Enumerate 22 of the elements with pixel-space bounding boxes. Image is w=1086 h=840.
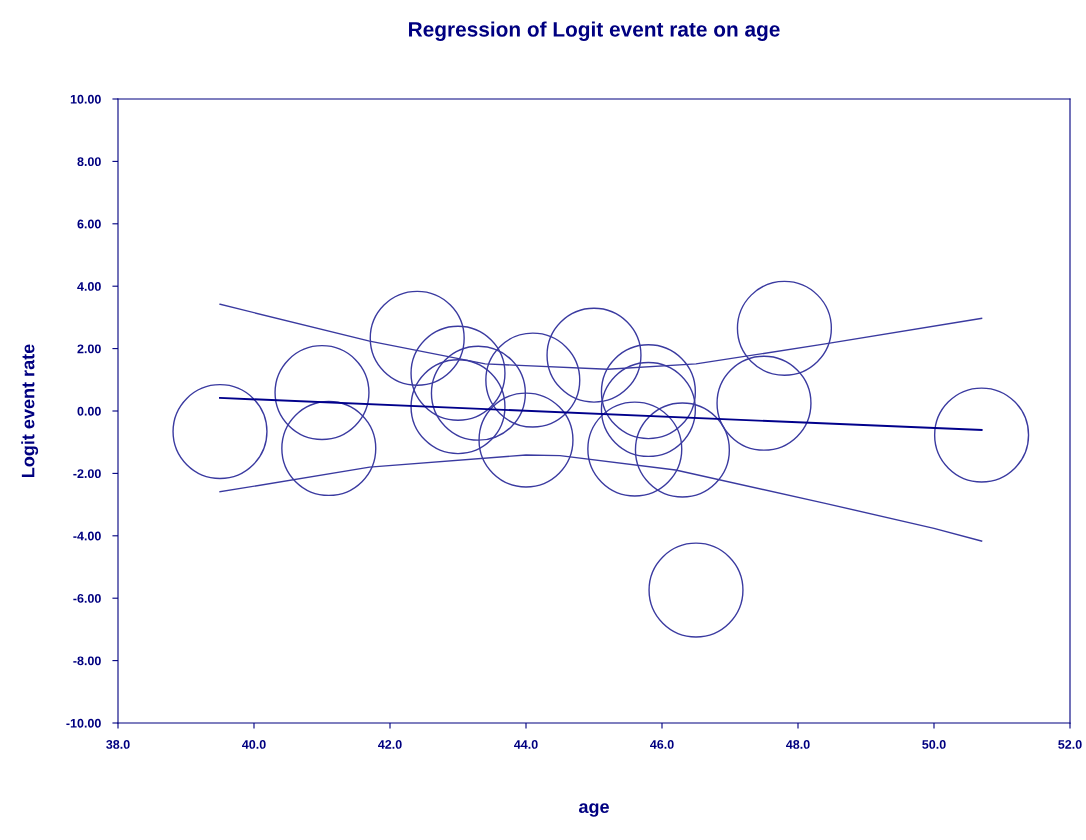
chart-title: Regression of Logit event rate on age: [409, 21, 780, 41]
y-tick-label: 0.00: [77, 406, 101, 416]
y-tick-label: 4.00: [77, 282, 101, 291]
x-axis-title: age: [578, 803, 609, 817]
y-tick-label: -6.00: [73, 594, 101, 603]
x-tick-label: 44.0: [514, 740, 538, 749]
y-tick-label: 8.00: [77, 157, 101, 167]
y-tick-label: -2.00: [73, 469, 101, 479]
x-tick-label: 52.0: [1058, 740, 1082, 749]
y-tick-label: -8.00: [73, 656, 101, 666]
y-axis-title: Logit event rate: [21, 344, 39, 478]
x-tick-label: 38.0: [106, 740, 130, 749]
y-tick-label: 10.00: [70, 94, 101, 104]
x-tick-label: 42.0: [378, 740, 402, 749]
x-tick-label: 48.0: [786, 740, 810, 749]
y-tick-label: -4.00: [73, 531, 101, 541]
y-tick-label: 2.00: [77, 344, 101, 354]
x-tick-label: 50.0: [922, 740, 946, 749]
y-tick-label: -10.00: [66, 718, 101, 728]
x-tick-label: 46.0: [650, 740, 674, 749]
y-tick-label: 6.00: [77, 219, 101, 229]
x-tick-label: 40.0: [242, 740, 266, 749]
